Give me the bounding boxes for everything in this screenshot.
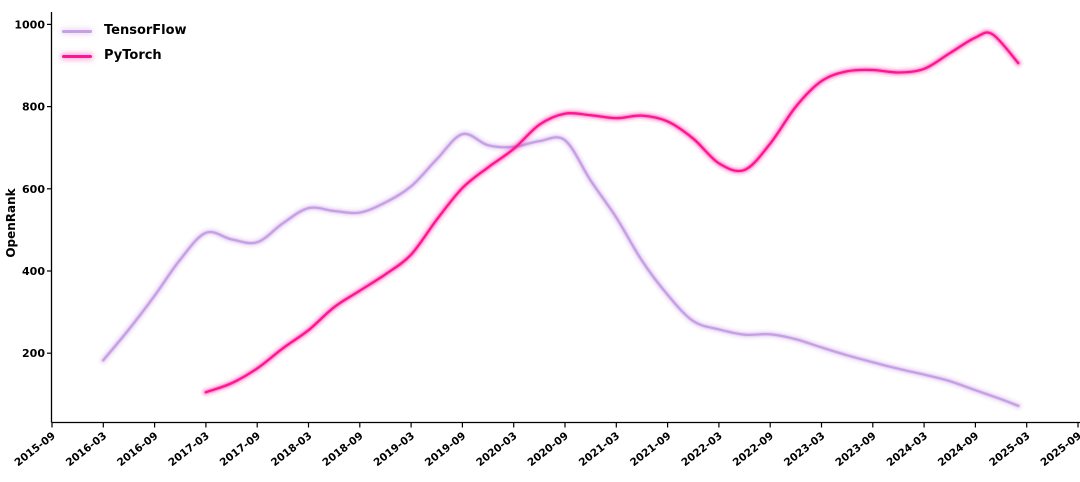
y-tick-label: 200 xyxy=(22,347,45,360)
x-tick-label: 2017-09 xyxy=(218,430,263,469)
legend-item-tensorflow: TensorFlow xyxy=(62,23,187,39)
tensorflow-line-swatch xyxy=(62,29,92,33)
pytorch-line-swatch xyxy=(62,54,92,58)
y-axis-title: OpenRank xyxy=(4,188,18,258)
x-tick-label: 2018-03 xyxy=(269,430,314,469)
x-tick-label: 2020-09 xyxy=(525,430,570,469)
legend-label-pytorch: PyTorch xyxy=(104,48,162,63)
x-tick-label: 2024-09 xyxy=(936,430,981,469)
x-tick-label: 2022-03 xyxy=(679,430,724,469)
x-tick-label: 2017-03 xyxy=(166,430,211,469)
legend-item-pytorch: PyTorch xyxy=(62,48,187,64)
legend-label-tensorflow: TensorFlow xyxy=(104,23,187,38)
x-tick-label: 2025-09 xyxy=(1038,430,1080,469)
x-tick-label: 2024-03 xyxy=(885,430,930,469)
y-tick-label: 800 xyxy=(22,101,45,114)
x-tick-label: 2018-09 xyxy=(320,430,365,469)
y-tick-label: 400 xyxy=(22,265,45,278)
x-tick-label: 2021-03 xyxy=(577,430,622,469)
legend: TensorFlow PyTorch xyxy=(62,23,187,64)
pytorch-line xyxy=(204,31,1020,394)
x-tick-label: 2020-03 xyxy=(474,430,519,469)
x-tick-label: 2021-09 xyxy=(628,430,673,469)
y-tick-label: 600 xyxy=(22,183,45,196)
x-tick-label: 2015-09 xyxy=(12,430,57,469)
x-tick-label: 2019-03 xyxy=(372,430,417,469)
y-tick-label: 1000 xyxy=(14,18,45,31)
x-tick-label: 2016-09 xyxy=(115,430,160,469)
x-tick-label: 2023-03 xyxy=(782,430,827,469)
tensorflow-line xyxy=(102,132,1020,407)
x-tick-label: 2019-09 xyxy=(423,430,468,469)
x-tick-label: 2022-09 xyxy=(731,430,776,469)
x-tick-label: 2023-09 xyxy=(833,430,878,469)
x-tick-label: 2025-03 xyxy=(987,430,1032,469)
x-tick-label: 2016-03 xyxy=(64,430,109,469)
